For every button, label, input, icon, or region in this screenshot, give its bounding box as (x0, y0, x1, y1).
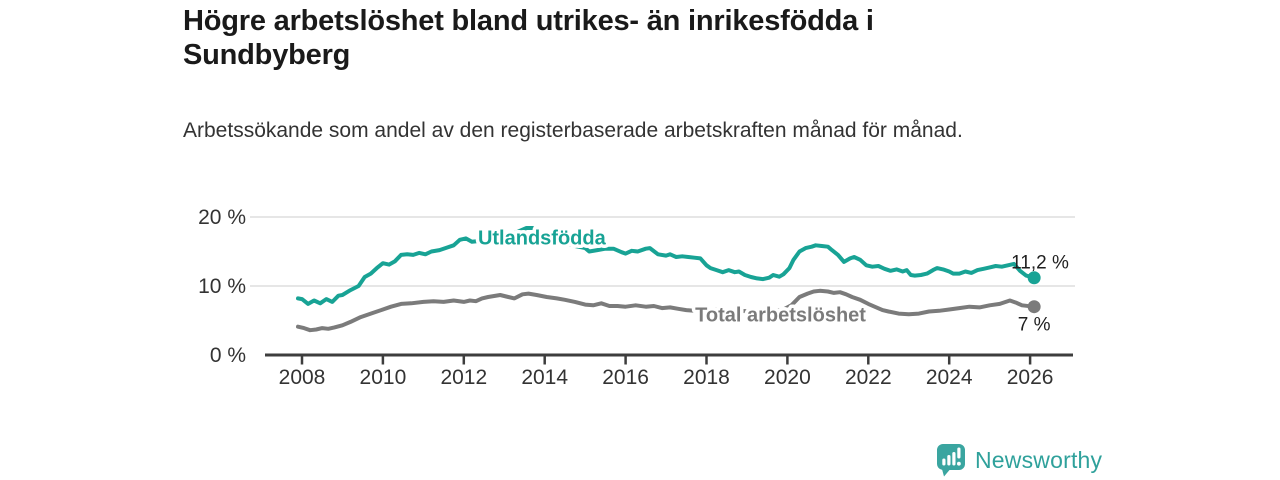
series-end-dot-1 (1027, 300, 1041, 314)
x-tick-label: 2026 (1007, 366, 1054, 389)
x-tick-label: 2010 (360, 366, 407, 389)
series-line-0 (296, 226, 1037, 306)
x-tick-label: 2024 (926, 366, 973, 389)
series-line-1 (296, 288, 1037, 333)
x-tick-label: 2014 (521, 366, 568, 389)
brand-footer: Newsworthy (936, 443, 1102, 477)
y-tick-label: 10 % (198, 275, 246, 298)
x-tick-label: 2018 (683, 366, 730, 389)
y-tick-label: 0 % (210, 344, 246, 367)
x-tick-label: 2020 (764, 366, 811, 389)
series-end-value-0: 11,2 % (1011, 253, 1069, 274)
brand-name: Newsworthy (975, 446, 1103, 473)
chart-subtitle: Arbetssökande som andel av den registerb… (183, 119, 963, 142)
x-tick-label: 2022 (845, 366, 892, 389)
x-tick-label: 2008 (279, 366, 326, 389)
series-label-1: Total arbetslöshet (695, 304, 866, 326)
x-tick-label: 2016 (602, 366, 649, 389)
x-tick-label: 2012 (440, 366, 487, 389)
chart-title: Högre arbetslöshet bland utrikes- än inr… (183, 5, 874, 71)
series-end-value-1: 7 % (1018, 315, 1051, 336)
y-tick-label: 20 % (198, 206, 246, 229)
series-label-0: Utlandsfödda (478, 227, 607, 249)
series-end-dot-0 (1027, 271, 1041, 285)
newsworthy-logo-icon (937, 444, 965, 477)
